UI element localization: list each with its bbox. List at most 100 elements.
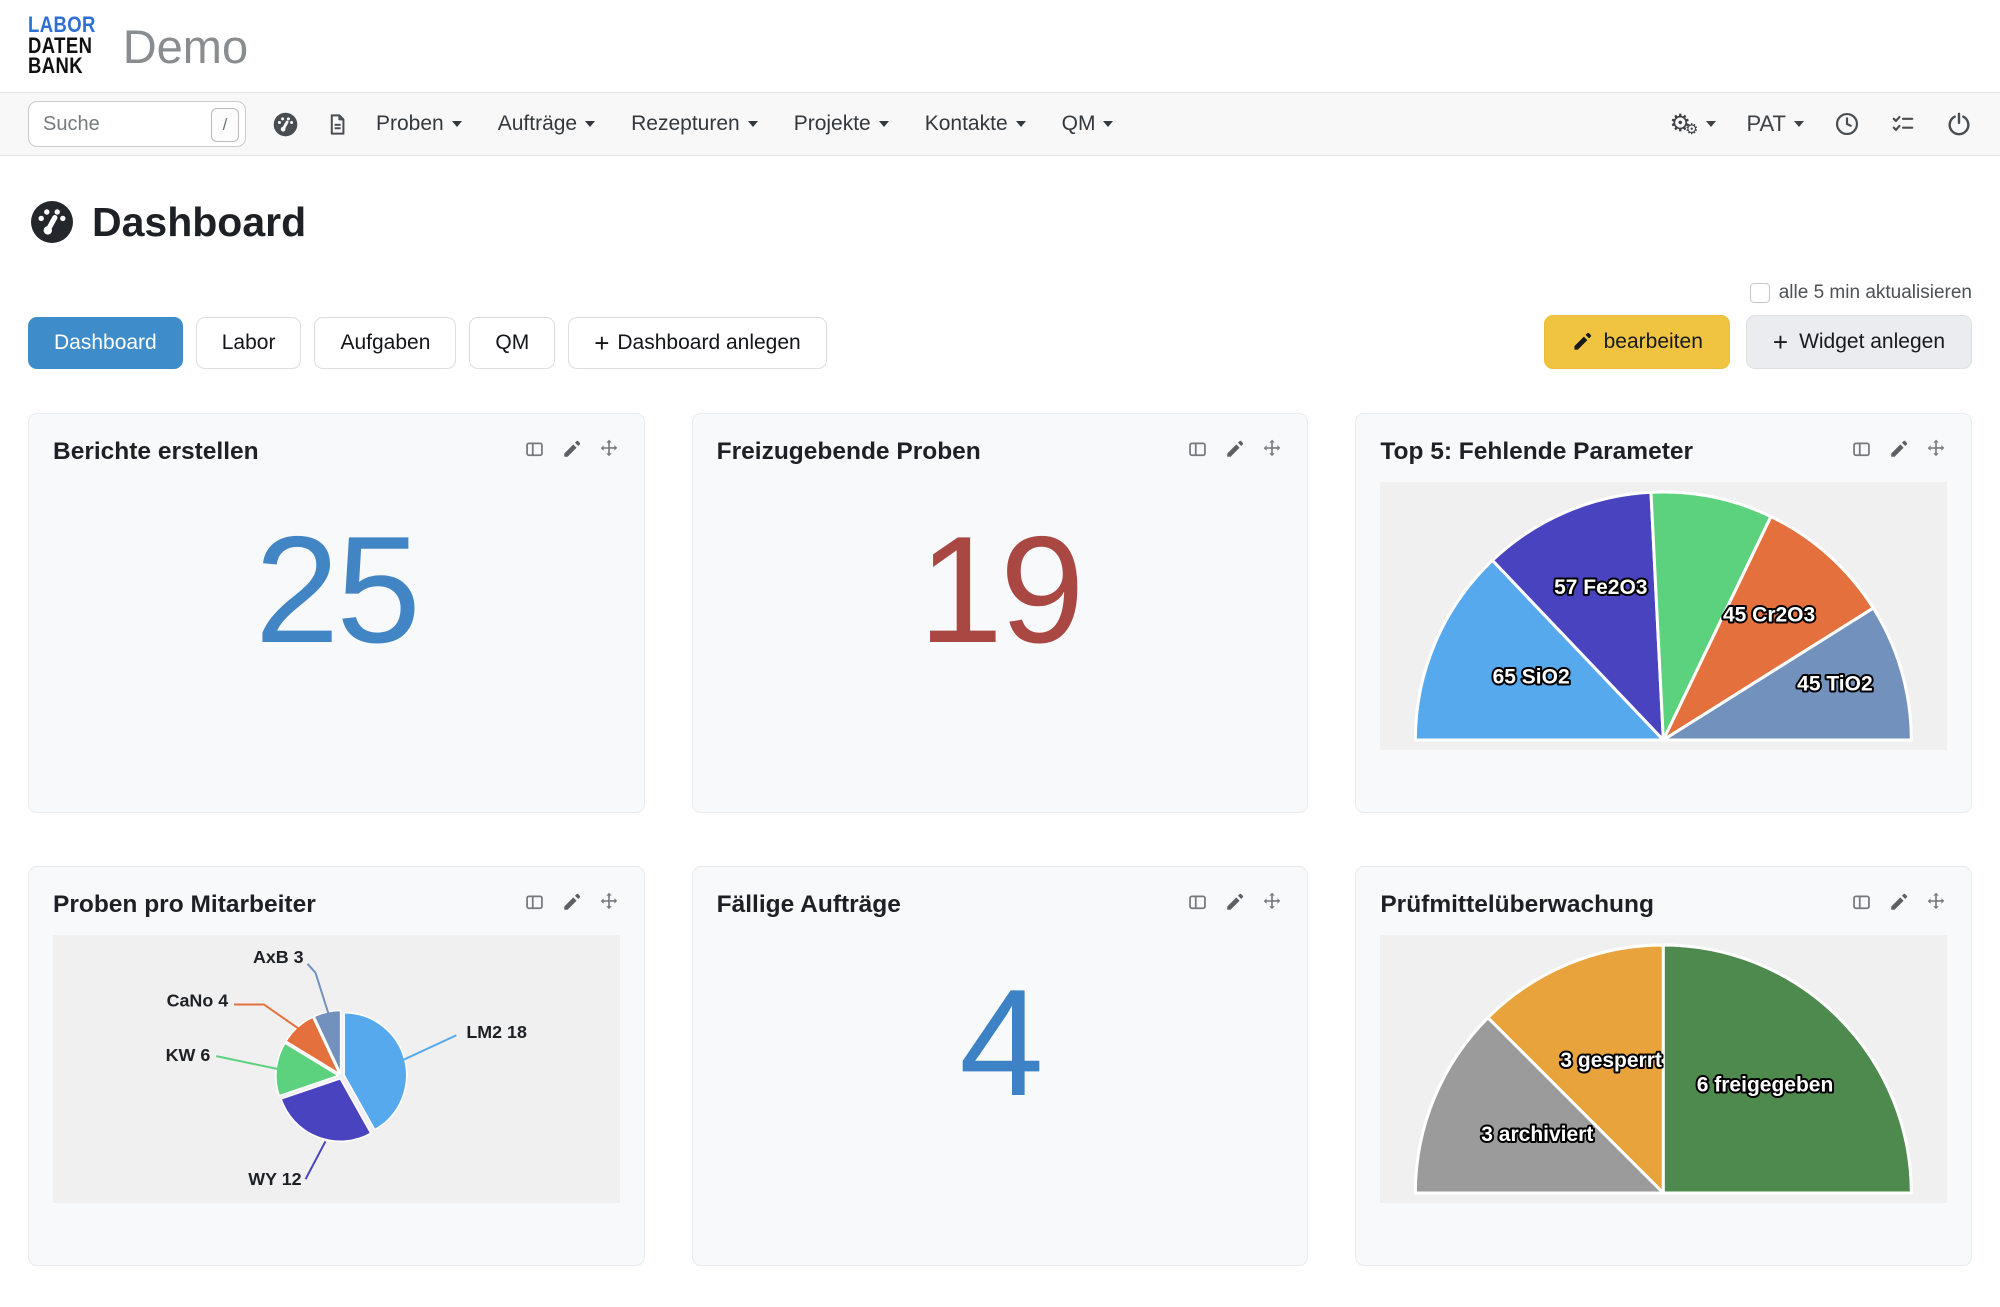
semicircle-chart-top5: 65 SiO2 57 Fe2O3 45 Cr2O3 45 TiO2 bbox=[1414, 490, 1914, 742]
right-controls: alle 5 min aktualisieren bearbeiten + Wi… bbox=[1543, 282, 1972, 369]
report-document-icon[interactable] bbox=[325, 112, 350, 137]
nav-item-label: QM bbox=[1061, 112, 1096, 135]
add-widget-button[interactable]: + Widget anlegen bbox=[1745, 315, 1972, 369]
move-icon[interactable] bbox=[598, 891, 620, 913]
slash-shortcut-key: / bbox=[211, 108, 239, 142]
tab-labor[interactable]: Labor bbox=[195, 317, 302, 369]
widget-actions bbox=[524, 438, 620, 460]
move-icon[interactable] bbox=[1261, 891, 1283, 913]
chevron-down-icon bbox=[747, 121, 758, 127]
nav-item-label: Projekte bbox=[793, 112, 871, 135]
columns-icon[interactable] bbox=[1187, 892, 1208, 913]
chevron-down-icon bbox=[1706, 121, 1717, 127]
svg-text:57 Fe2O3: 57 Fe2O3 bbox=[1554, 576, 1647, 599]
tab-aufgaben[interactable]: Aufgaben bbox=[314, 317, 457, 369]
chevron-down-icon bbox=[1103, 121, 1114, 127]
move-icon[interactable] bbox=[1925, 438, 1947, 460]
svg-text:WY 12: WY 12 bbox=[248, 1169, 301, 1189]
nav-item-projekte[interactable]: Projekte bbox=[794, 112, 889, 136]
svg-text:LM2 18: LM2 18 bbox=[466, 1022, 527, 1042]
move-icon[interactable] bbox=[1261, 438, 1283, 460]
logo-line-3: BANK bbox=[28, 53, 84, 79]
edit-icon[interactable] bbox=[1888, 892, 1909, 913]
logo-line-1: LABOR bbox=[28, 11, 96, 37]
chevron-down-icon bbox=[585, 121, 596, 127]
nav-item-rezepturen[interactable]: Rezepturen bbox=[631, 112, 758, 136]
svg-text:65 SiO2: 65 SiO2 bbox=[1493, 665, 1570, 688]
tab-label: Dashboard anlegen bbox=[617, 331, 801, 354]
instance-title: Demo bbox=[122, 19, 249, 73]
auto-refresh-checkbox[interactable] bbox=[1749, 283, 1770, 303]
main-content: Dashboard Dashboard Labor Aufgaben QM + … bbox=[0, 156, 2000, 1296]
columns-icon[interactable] bbox=[1851, 892, 1872, 913]
widget-number: 4 bbox=[959, 958, 1044, 1128]
widget-actions bbox=[524, 891, 620, 913]
svg-text:45 Cr2O3: 45 Cr2O3 bbox=[1723, 604, 1815, 627]
page-title: Dashboard bbox=[92, 198, 307, 245]
navbar-right: ⚙ ⚙ PAT bbox=[1670, 111, 1973, 137]
chart-area: LM2 18 WY 12 KW 6 CaNo 4 AxB 3 bbox=[53, 935, 620, 1203]
nav-item-label: Aufträge bbox=[497, 112, 578, 135]
widget-title: Freizugebende Proben bbox=[716, 438, 981, 465]
chevron-down-icon bbox=[1794, 121, 1804, 127]
logo-line-2: DATEN bbox=[28, 32, 93, 58]
widget-card-berichte-erstellen: Berichte erstellen 25 bbox=[28, 413, 645, 813]
columns-icon[interactable] bbox=[1187, 439, 1208, 460]
edit-dashboard-button[interactable]: bearbeiten bbox=[1543, 315, 1730, 369]
columns-icon[interactable] bbox=[524, 439, 545, 460]
move-icon[interactable] bbox=[598, 438, 620, 460]
widget-number: 25 bbox=[254, 505, 421, 675]
tab-dashboard[interactable]: Dashboard bbox=[28, 317, 183, 369]
widget-actions bbox=[1851, 438, 1947, 460]
chart-area: 65 SiO2 57 Fe2O3 45 Cr2O3 45 TiO2 bbox=[1380, 482, 1947, 750]
history-clock-icon[interactable] bbox=[1834, 111, 1860, 137]
columns-icon[interactable] bbox=[1851, 439, 1872, 460]
main-navbar: / Proben Aufträge Rezepturen bbox=[0, 92, 2000, 156]
nav-item-auftraege[interactable]: Aufträge bbox=[497, 112, 596, 136]
edit-icon[interactable] bbox=[1224, 892, 1245, 913]
widget-actions bbox=[1851, 891, 1947, 913]
settings-gears-icon[interactable]: ⚙ ⚙ bbox=[1670, 112, 1717, 137]
nav-item-kontakte[interactable]: Kontakte bbox=[925, 112, 1026, 136]
widget-title: Berichte erstellen bbox=[53, 438, 259, 465]
tab-qm[interactable]: QM bbox=[469, 317, 556, 369]
nav-item-label: Proben bbox=[376, 112, 444, 135]
pie-chart-proben-pro-mitarbeiter: LM2 18 WY 12 KW 6 CaNo 4 AxB 3 bbox=[166, 947, 527, 1189]
tasks-checklist-icon[interactable] bbox=[1890, 111, 1916, 137]
app-logo[interactable]: LABOR DATEN BANK bbox=[28, 11, 96, 79]
nav-item-label: Rezepturen bbox=[631, 112, 740, 135]
edit-icon[interactable] bbox=[1224, 439, 1245, 460]
search-input[interactable] bbox=[28, 101, 246, 147]
power-logout-icon[interactable] bbox=[1946, 111, 1972, 137]
edit-icon[interactable] bbox=[1888, 439, 1909, 460]
move-icon[interactable] bbox=[1925, 891, 1947, 913]
widget-actions bbox=[1187, 891, 1283, 913]
gear-small-icon: ⚙ bbox=[1685, 120, 1699, 138]
edit-icon[interactable] bbox=[561, 892, 582, 913]
nav-item-proben[interactable]: Proben bbox=[376, 112, 462, 136]
add-dashboard-button[interactable]: + Dashboard anlegen bbox=[568, 317, 827, 369]
tab-label: Dashboard bbox=[54, 331, 157, 354]
pencil-icon bbox=[1574, 332, 1591, 350]
widget-card-top5-fehlende-parameter: Top 5: Fehlende Parameter 65 SiO2 57 Fe2O… bbox=[1355, 413, 1972, 813]
svg-text:3 archiviert: 3 archiviert bbox=[1482, 1123, 1594, 1146]
widget-card-pruefmittelueberwachung: Prüfmittelüberwachung 3 archiviert 3 gesp… bbox=[1355, 866, 1972, 1266]
gear-icon: ⚙ bbox=[1669, 110, 1692, 137]
nav-item-qm[interactable]: QM bbox=[1062, 112, 1114, 136]
widget-title: Top 5: Fehlende Parameter bbox=[1380, 438, 1694, 465]
tab-label: Aufgaben bbox=[340, 331, 431, 354]
user-menu-label: PAT bbox=[1746, 111, 1786, 136]
svg-text:CaNo 4: CaNo 4 bbox=[167, 990, 229, 1010]
auto-refresh-row: alle 5 min aktualisieren bbox=[1749, 282, 1972, 304]
dashboard-tachometer-icon[interactable] bbox=[272, 111, 299, 138]
tab-label: QM bbox=[495, 331, 530, 354]
tab-label: Labor bbox=[221, 331, 276, 354]
search-wrap: / bbox=[28, 101, 246, 147]
edit-icon[interactable] bbox=[561, 439, 582, 460]
columns-icon[interactable] bbox=[524, 892, 545, 913]
semicircle-chart-pruefmittel: 3 archiviert 3 gesperrt 6 freigegeben bbox=[1414, 943, 1914, 1195]
nav-links: Proben Aufträge Rezepturen Projekte Kont… bbox=[376, 112, 1114, 136]
widget-actions bbox=[1187, 438, 1283, 460]
user-menu[interactable]: PAT bbox=[1746, 111, 1804, 137]
chart-area: 3 archiviert 3 gesperrt 6 freigegeben bbox=[1380, 935, 1947, 1203]
